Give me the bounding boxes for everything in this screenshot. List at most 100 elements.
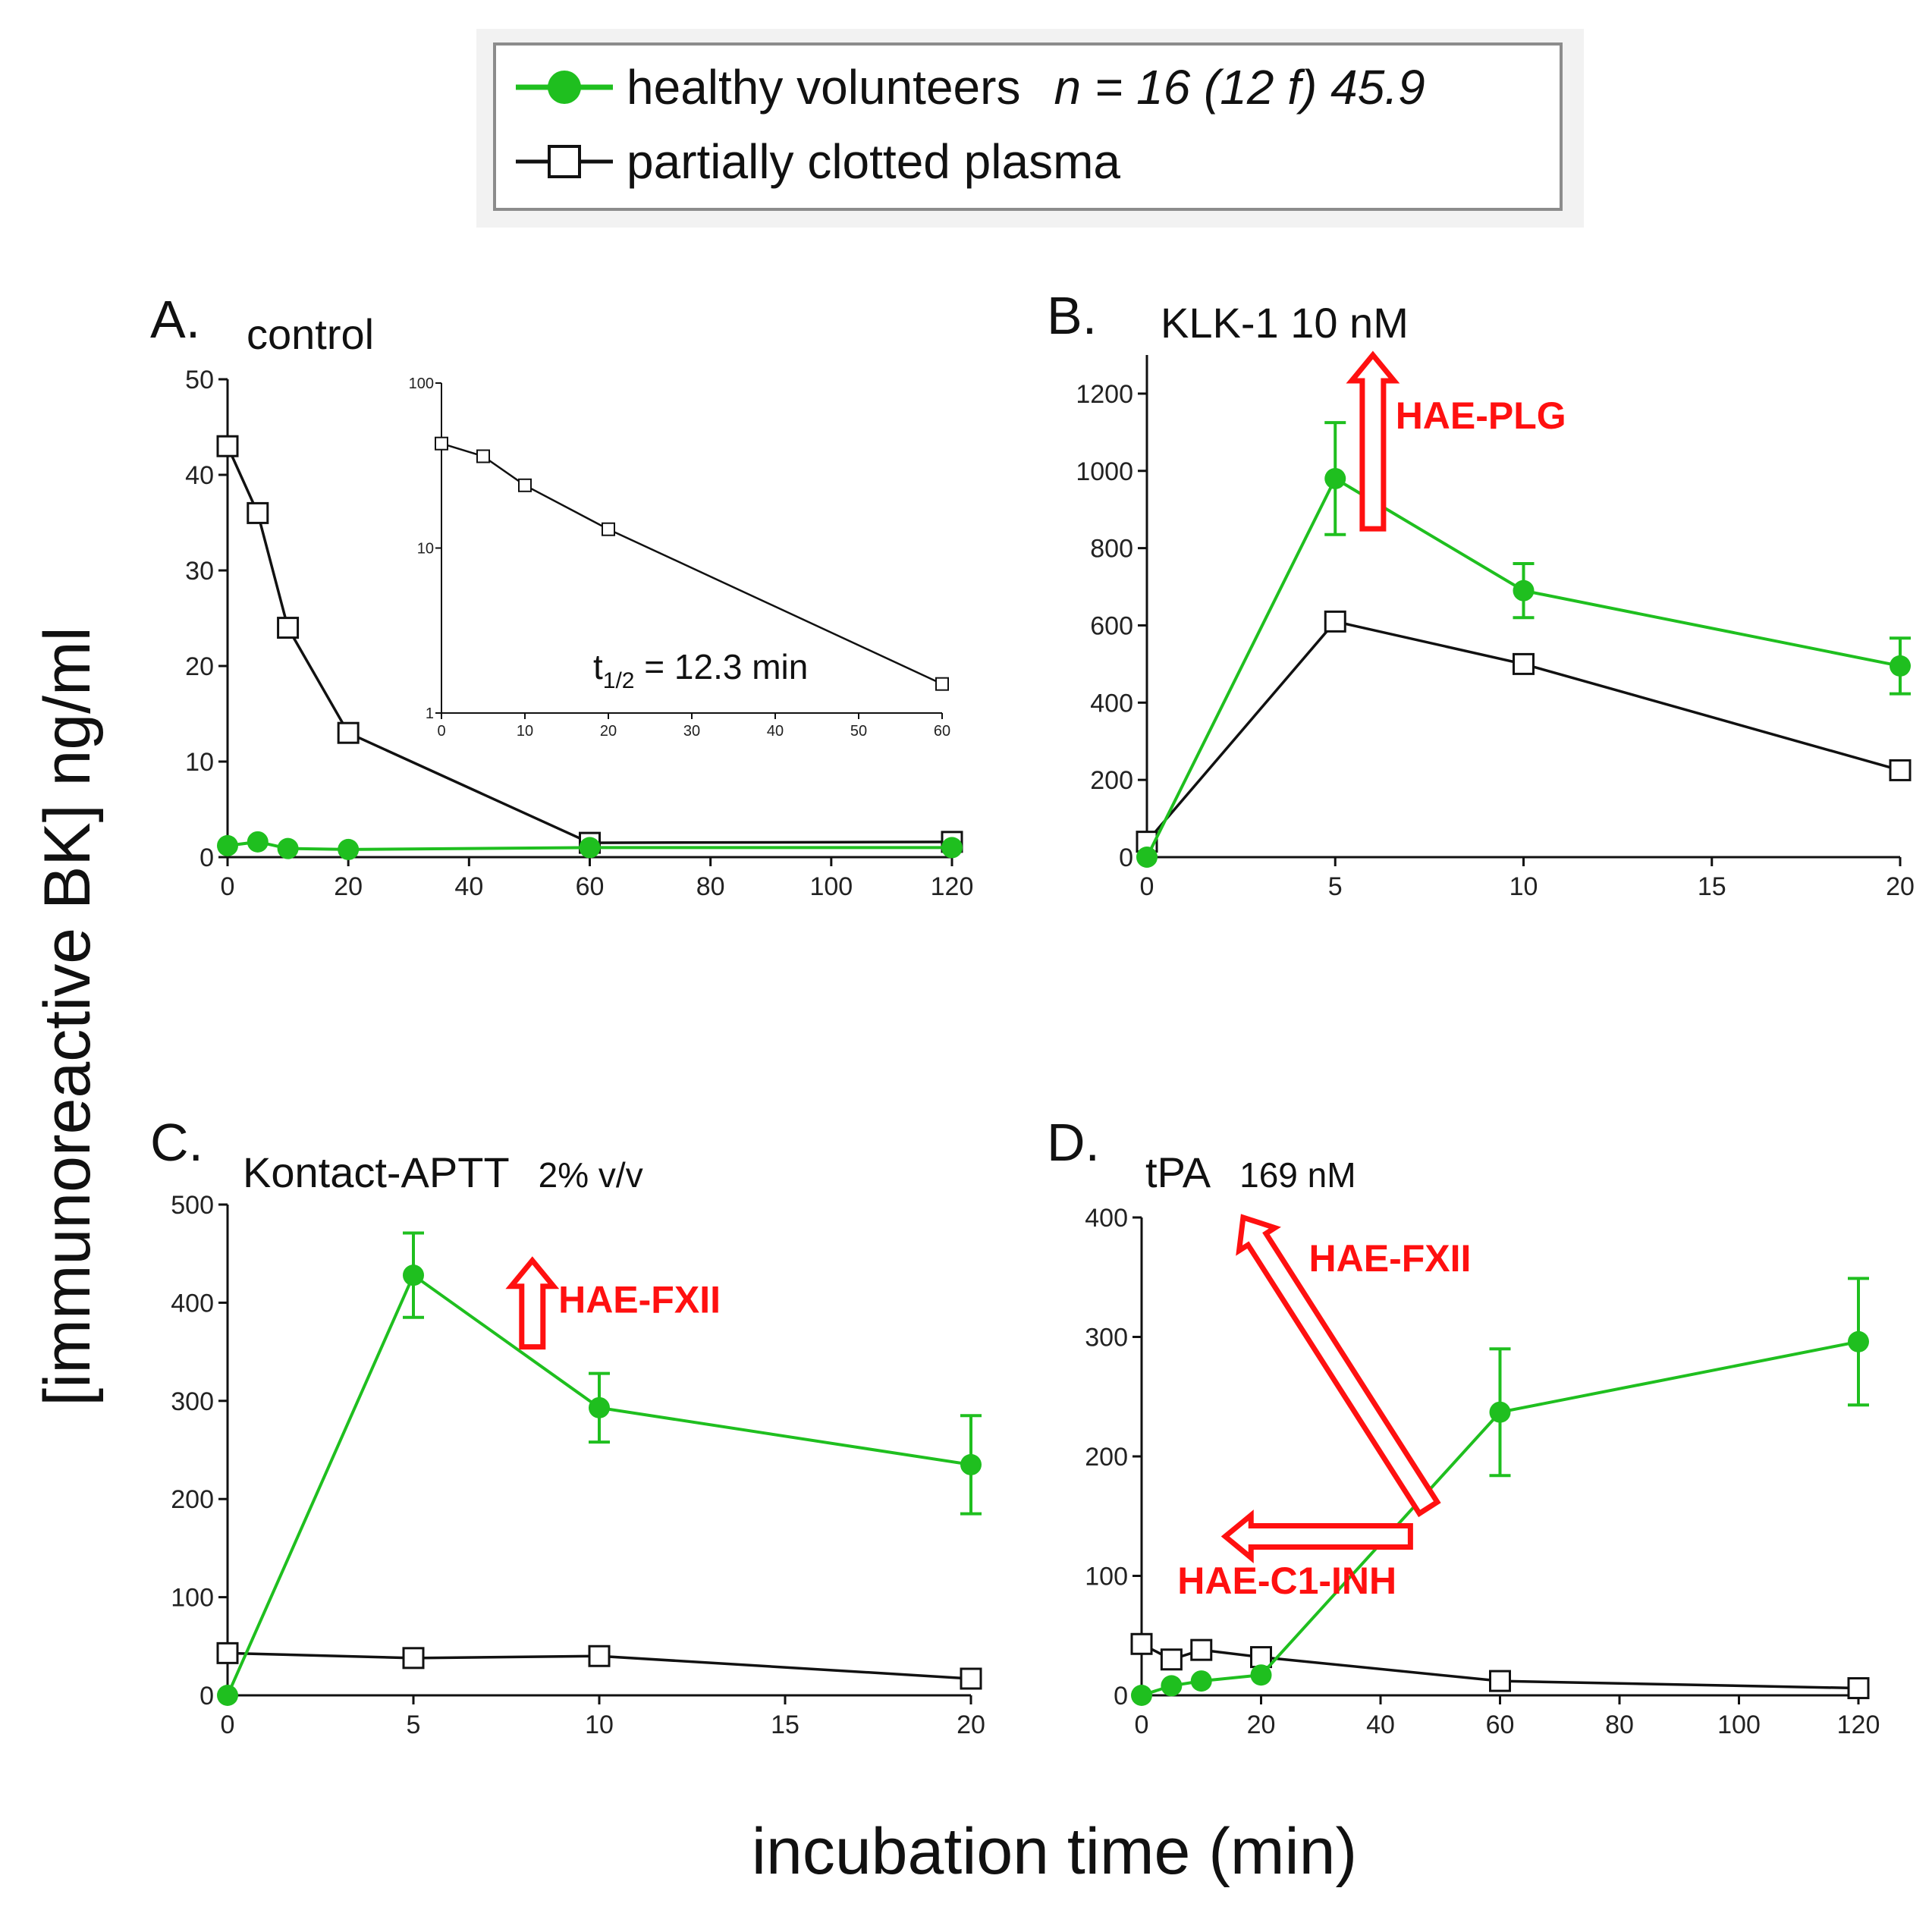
inset-data-point: [935, 677, 949, 691]
x-tick-label: 10: [1509, 872, 1538, 901]
x-tick-label: 120: [1837, 1711, 1880, 1739]
red-arrow-left-icon: [1220, 1509, 1413, 1563]
red-arrow-up-icon: [1346, 350, 1400, 532]
y-tick-label: 30: [185, 557, 214, 586]
clotted-data-point: [216, 435, 239, 457]
healthy-data-point: [941, 837, 963, 859]
inset-x-tick-label: 40: [767, 723, 784, 740]
inset-y-tick-label: 1: [426, 705, 434, 722]
healthy-series-line: [1145, 476, 1901, 858]
x-tick-label: 60: [576, 872, 605, 901]
clotted-data-point: [1889, 759, 1912, 781]
x-tick-label: 120: [931, 872, 974, 901]
x-tick-label: 5: [1328, 872, 1343, 901]
inset-data-point: [476, 449, 490, 463]
y-tick-label: 800: [1090, 535, 1133, 564]
healthy-data-point: [1513, 580, 1535, 602]
healthy-data-point: [277, 837, 299, 859]
clotted-data-point: [1489, 1670, 1511, 1692]
x-tick-label: 0: [1140, 872, 1154, 901]
inset-x-tick-label: 0: [437, 723, 445, 740]
y-tick-label: 200: [1090, 766, 1133, 795]
healthy-data-point: [1890, 655, 1911, 677]
y-tick-label: 100: [171, 1584, 214, 1613]
clotted-data-point: [960, 1667, 982, 1690]
healthy-series-line: [226, 1273, 972, 1696]
healthy-data-point: [960, 1453, 982, 1475]
clotted-series-line: [227, 1651, 972, 1680]
red-arrow-up-icon: [505, 1256, 560, 1350]
panel-letter: C.: [150, 1113, 203, 1172]
legend-healthy-label: healthy volunteers: [627, 60, 1021, 115]
red-arrow-diag-icon: [1236, 1214, 1441, 1518]
y-tick-label: 0: [1119, 843, 1133, 872]
panel-title: KLK-1 10 nM: [1161, 299, 1409, 347]
red-annotation-label: HAE-FXII: [558, 1278, 721, 1321]
y-tick-label: 0: [199, 1682, 214, 1711]
inset-x-tick-label: 60: [934, 723, 950, 740]
panel-title: control: [247, 310, 374, 358]
panel-letter: A.: [150, 290, 200, 349]
x-tick-label: 15: [771, 1711, 800, 1739]
clotted-data-point: [1847, 1677, 1870, 1700]
y-tick-label: 400: [171, 1289, 214, 1318]
clotted-data-point: [216, 1641, 239, 1664]
legend-healthy-note: n = 16 (12 f) 45.9: [1054, 60, 1425, 115]
clotted-line-marker-icon: [516, 145, 613, 178]
clotted-data-point: [1130, 1632, 1153, 1655]
y-tick-label: 0: [199, 843, 214, 872]
healthy-data-point: [217, 1685, 238, 1706]
inset-data-point: [602, 522, 615, 536]
healthy-data-point: [1190, 1670, 1212, 1692]
x-tick-label: 80: [696, 872, 725, 901]
legend-box: healthy volunteers n = 16 (12 f) 45.9 pa…: [493, 42, 1563, 211]
y-tick-label: 200: [1085, 1443, 1128, 1472]
red-annotation-label: HAE-PLG: [1396, 394, 1566, 437]
healthy-data-point: [1324, 467, 1346, 489]
x-tick-label: 20: [957, 1711, 985, 1739]
x-tick-label: 20: [334, 872, 363, 901]
panel-c: C. Kontact-APTT 2% v/v 0 100 200 300 400 500 0 5 10…: [150, 1113, 985, 1739]
inset-x-tick-label: 50: [850, 723, 867, 740]
y-tick-label: 400: [1085, 1204, 1128, 1233]
legend-entry-healthy: healthy volunteers n = 16 (12 f) 45.9: [511, 53, 1425, 121]
x-tick-label: 20: [1247, 1711, 1276, 1739]
x-tick-label: 0: [221, 1711, 235, 1739]
inset-y-tick-label: 10: [417, 541, 434, 558]
inset-y-tick-label: 100: [409, 375, 434, 392]
y-axis-title-group: [immunoreactive BK] ng/ml: [31, 627, 104, 1406]
y-tick-label: 200: [171, 1485, 214, 1514]
x-tick-label: 20: [1886, 872, 1915, 901]
x-tick-label: 15: [1698, 872, 1726, 901]
healthy-data-point: [403, 1264, 424, 1286]
clotted-data-point: [1160, 1648, 1183, 1671]
half-life-label: t1/2 = 12.3 min: [593, 647, 808, 693]
y-tick-label: 500: [171, 1191, 214, 1220]
clotted-data-point: [402, 1647, 425, 1670]
x-tick-label: 40: [1366, 1711, 1395, 1739]
y-tick-label: 1000: [1076, 457, 1133, 486]
y-tick-label: 50: [185, 366, 214, 394]
clotted-data-point: [588, 1645, 611, 1667]
x-tick-label: 10: [585, 1711, 614, 1739]
inset-x-tick-label: 30: [683, 723, 700, 740]
panel-letter: B.: [1047, 286, 1097, 345]
x-tick-label: 40: [454, 872, 483, 901]
x-tick-label: 0: [221, 872, 235, 901]
panel-title-small: 169 nM: [1239, 1155, 1356, 1195]
clotted-data-point: [1513, 652, 1535, 675]
panel-title: Kontact-APTT 2% v/v: [243, 1148, 643, 1196]
half-life-t: t: [593, 647, 603, 686]
x-tick-label: 80: [1605, 1711, 1634, 1739]
clotted-data-point: [1190, 1638, 1213, 1661]
healthy-data-point: [1136, 847, 1158, 868]
x-tick-label: 100: [809, 872, 853, 901]
clotted-data-point: [1250, 1646, 1272, 1669]
healthy-line-marker-icon: [516, 71, 613, 104]
healthy-data-point: [338, 838, 360, 860]
y-tick-label: 40: [185, 461, 214, 490]
y-tick-label: 600: [1090, 611, 1133, 640]
clotted-data-point: [277, 617, 300, 639]
